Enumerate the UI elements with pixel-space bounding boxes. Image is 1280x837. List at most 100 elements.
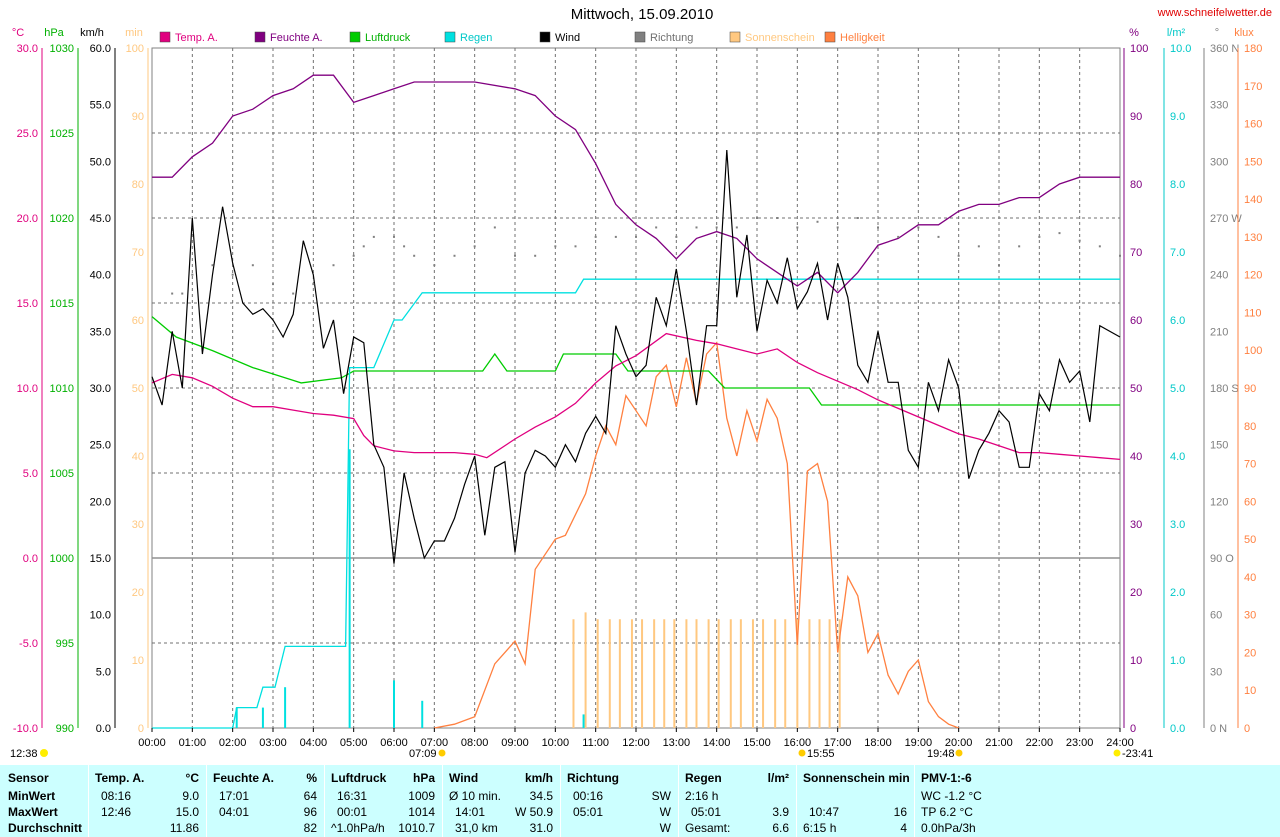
sunshine-bars [235,449,841,728]
x-tick-label: 15:00 [743,737,771,749]
stats-temp-title: Temp. A. [95,771,145,785]
wind-tick-label: 55.0 [90,100,111,112]
stats-temp-min-time: 08:16 [101,789,132,803]
wind-tick-label: 50.0 [90,156,111,168]
stats-rain-max-time: 05:01 [691,805,722,819]
stats-col-sun: Sonnenschein min 10:47 16 6:15 h 4 [796,765,915,837]
stats-sensor-title: Sensor [8,771,49,785]
stats-col-pmv: PMV-1:-6 WC -1.2 °C TP 6.2 °C 0.0hPa/3h [914,765,1280,837]
humidity-tick-label: 90 [1130,111,1142,123]
stats-direction-min-time: 00:16 [573,789,604,803]
direction-dot [635,235,637,238]
stats-temp-min-val: 9.0 [182,789,199,803]
klux-tick-label: 90 [1244,383,1256,395]
noon-icon [798,749,806,757]
klux-tick-label: 80 [1244,421,1256,433]
rain-tick-label: 3.0 [1170,519,1185,531]
wind-tick-label: 0.0 [96,723,111,735]
stats-temp-max-val: 15.0 [175,805,199,819]
legend-swatch [444,31,456,43]
legend-swatch [159,31,171,43]
stats-col-rain: Regen l/m² 2:16 h 05:01 3.9 Gesamt: 6.6 [678,765,797,837]
direction-dot [292,292,295,295]
direction-dot [352,254,355,257]
rain-tick-label: 7.0 [1170,247,1185,259]
series-line-helligkeit [434,341,959,729]
legend-label: Luftdruck [365,32,411,44]
temp-tick-label: -10.0 [13,723,38,735]
stats-sun-avg-label: 6:15 h [803,821,837,835]
legend-swatch [729,31,741,43]
stats-pmv-line3: 0.0hPa/3h [921,821,976,835]
pressure-tick-label: 1005 [50,468,74,480]
x-tick-label: 12:00 [622,737,650,749]
noon-marker: 15:55 [798,748,835,760]
x-tick-label: 19:00 [905,737,933,749]
wind-tick-label: 35.0 [90,326,111,338]
klux-tick-label: 40 [1244,572,1256,584]
sunmin-tick-label: 80 [132,179,144,191]
legend-label: Regen [460,32,492,44]
direction-dot [453,254,456,257]
moonrise-marker: 12:38 [10,748,48,760]
direction-dot [393,235,395,238]
pressure-unit-label: hPa [44,27,64,39]
humidity-tick-label: 20 [1130,587,1142,599]
direction-dot [1058,232,1061,235]
direction-dot [251,264,254,267]
rain-tick-label: 9.0 [1170,111,1185,123]
rain-tick-label: 4.0 [1170,451,1185,463]
x-tick-label: 11:00 [582,737,609,749]
stats-humidity-avg: 82 [303,821,317,835]
temp-tick-label: 25.0 [17,128,38,140]
direction-dot [695,226,698,229]
klux-tick-label: 60 [1244,496,1256,508]
moonrise-time: 12:38 [10,748,38,760]
direction-tick-label: 360 N [1210,43,1239,55]
wind-tick-label: 30.0 [90,383,111,395]
rain-tick-label: 8.0 [1170,179,1185,191]
direction-tick-label: 210 [1210,326,1228,338]
direction-tick-label: 180 S [1210,383,1239,395]
sunmin-tick-label: 20 [132,587,144,599]
legend-swatch [824,31,836,43]
direction-tick-label: 120 [1210,496,1228,508]
stats-direction-title: Richtung [567,771,619,785]
stats-pressure-avg-label: ^1.0hPa/h [331,821,385,835]
stats-pressure-min-time: 16:31 [337,789,368,803]
x-tick-label: 16:00 [784,737,812,749]
x-tick-label: 18:00 [864,737,892,749]
direction-dot [514,254,516,257]
direction-dot [937,235,940,238]
x-tick-label: 05:00 [340,737,368,749]
direction-dot [181,292,184,295]
stats-wind-max-val: W 50.9 [514,805,553,819]
stats-col-sensor: Sensor MinWert MaxWert Durchschnitt [0,765,88,837]
moonrise-icon [40,749,48,757]
direction-dot [332,264,335,267]
sunrise-icon [438,749,446,757]
stats-humidity-min-time: 17:01 [219,789,250,803]
direction-dot [614,235,617,238]
stats-pressure-avg: 1010.7 [398,821,435,835]
pressure-tick-label: 995 [56,638,74,650]
stats-col-humidity: Feuchte A. % 17:01 64 04:01 96 82 [206,765,325,837]
stats-wind-unit: km/h [524,771,553,785]
stats-sun-max-val: 16 [893,805,907,819]
direction-dot [796,226,799,229]
rain-tick-label: 0.0 [1170,723,1185,735]
x-tick-label: 10:00 [542,737,570,749]
direction-dot [998,264,1000,267]
direction-dot [171,292,174,295]
stats-wind-avg-label: 31,0 km [455,821,498,835]
axes: 00:00 01:00 02:00 03:00 04:00 05:00 06:00 07:00… [12,27,1263,749]
direction-dot [917,226,920,229]
pressure-tick-label: 1030 [50,43,74,55]
klux-tick-label: 50 [1244,534,1256,546]
direction-dot [594,235,597,238]
sunset-icon [955,749,963,757]
stats-rain-max-val: 3.9 [772,805,789,819]
klux-tick-label: 180 [1244,43,1262,55]
x-tick-label: 24:00 [1106,737,1134,749]
humidity-tick-label: 40 [1130,451,1142,463]
